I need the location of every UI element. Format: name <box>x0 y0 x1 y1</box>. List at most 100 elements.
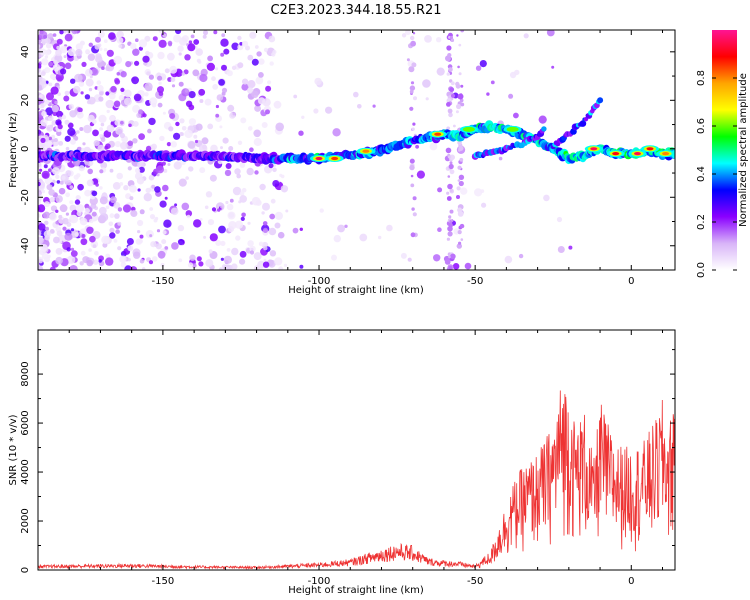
noise-speck <box>298 130 304 136</box>
noise-speck <box>84 94 91 100</box>
noise-speck <box>101 66 105 70</box>
noise-speck <box>76 130 80 134</box>
spectrogram-y-label: Frequency (Hz) <box>8 112 19 188</box>
noise-speck <box>247 80 256 89</box>
noise-speck <box>41 110 47 117</box>
noise-speck <box>446 237 450 241</box>
noise-speck <box>113 100 121 108</box>
noise-speck <box>45 226 49 231</box>
noise-speck <box>455 110 459 114</box>
noise-speck <box>410 40 416 47</box>
noise-speck <box>157 102 163 108</box>
y-tick-label: 2000 <box>20 508 31 533</box>
noise-speck <box>48 82 53 87</box>
noise-speck <box>47 33 54 40</box>
noise-speck <box>166 142 171 147</box>
noise-speck <box>62 217 69 225</box>
noise-speck <box>38 84 43 91</box>
noise-speck <box>126 238 134 245</box>
noise-speck <box>61 175 66 180</box>
noise-speck <box>38 129 42 135</box>
noise-speck <box>181 202 190 211</box>
noise-speck <box>194 139 199 144</box>
noise-speck <box>445 147 452 154</box>
noise-speck <box>96 80 102 85</box>
noise-speck <box>255 76 264 85</box>
noise-speck <box>44 99 50 105</box>
noise-speck <box>207 123 214 130</box>
noise-speck <box>178 37 188 46</box>
noise-speck <box>93 140 100 147</box>
noise-speck <box>448 223 453 228</box>
noise-speck <box>46 124 54 132</box>
noise-speck <box>353 91 359 98</box>
noise-speck <box>157 250 166 259</box>
noise-speck <box>39 94 43 98</box>
noise-speck <box>446 72 450 76</box>
noise-speck <box>170 77 176 83</box>
noise-speck <box>457 230 462 235</box>
noise-speck <box>448 265 453 270</box>
noise-speck <box>226 70 233 77</box>
noise-speck <box>55 220 60 225</box>
noise-speck <box>412 32 416 35</box>
noise-speck <box>236 173 241 179</box>
hotspot <box>590 147 598 151</box>
noise-speck <box>91 211 97 217</box>
noise-speck <box>262 227 268 233</box>
noise-speck <box>92 129 99 137</box>
noise-speck <box>221 87 228 93</box>
noise-speck <box>215 113 220 118</box>
noise-speck <box>93 259 99 265</box>
noise-speck <box>98 206 107 215</box>
noise-speck <box>261 211 265 215</box>
noise-speck <box>173 132 181 140</box>
hotspot <box>465 127 473 131</box>
noise-speck <box>456 103 462 110</box>
noise-speck <box>433 254 441 262</box>
noise-speck <box>437 227 442 232</box>
noise-speck <box>128 123 132 128</box>
noise-speck <box>203 235 207 239</box>
noise-speck <box>145 187 151 194</box>
noise-speck <box>475 65 482 71</box>
noise-speck <box>446 45 452 51</box>
noise-speck <box>130 43 137 50</box>
noise-speck <box>504 255 513 264</box>
noise-speck <box>98 259 102 263</box>
noise-speck <box>158 81 162 85</box>
noise-speck <box>199 73 208 83</box>
noise-speck <box>209 233 218 242</box>
noise-speck <box>449 161 453 165</box>
noise-speck <box>274 211 283 220</box>
noise-speck <box>67 219 72 223</box>
hotspot <box>434 132 442 136</box>
noise-speck <box>178 258 183 263</box>
noise-speck <box>407 257 412 262</box>
noise-speck <box>131 76 140 85</box>
noise-speck <box>120 71 127 78</box>
spectrogram-panel: -150 -100 -50 0 -40 -20 0 20 40 Height of strai… <box>8 29 676 296</box>
noise-speck <box>129 196 134 201</box>
noise-speck <box>457 211 464 217</box>
noise-speck <box>169 113 176 119</box>
noise-speck <box>449 79 453 83</box>
noise-speck <box>38 236 44 245</box>
noise-speck <box>162 184 169 192</box>
noise-speck <box>118 44 123 48</box>
noise-speck <box>171 242 179 250</box>
noise-speck <box>63 30 67 34</box>
noise-speck <box>120 120 124 125</box>
noise-speck <box>43 211 51 219</box>
noise-speck <box>105 91 110 96</box>
noise-speck <box>60 68 67 75</box>
noise-speck <box>458 241 462 245</box>
noise-speck <box>437 187 443 193</box>
noise-speck <box>76 111 84 119</box>
noise-speck <box>120 141 128 150</box>
noise-speck <box>253 137 262 147</box>
noise-speck <box>95 53 102 60</box>
noise-speck <box>74 199 81 205</box>
noise-speck <box>446 102 451 107</box>
noise-speck <box>177 224 185 232</box>
